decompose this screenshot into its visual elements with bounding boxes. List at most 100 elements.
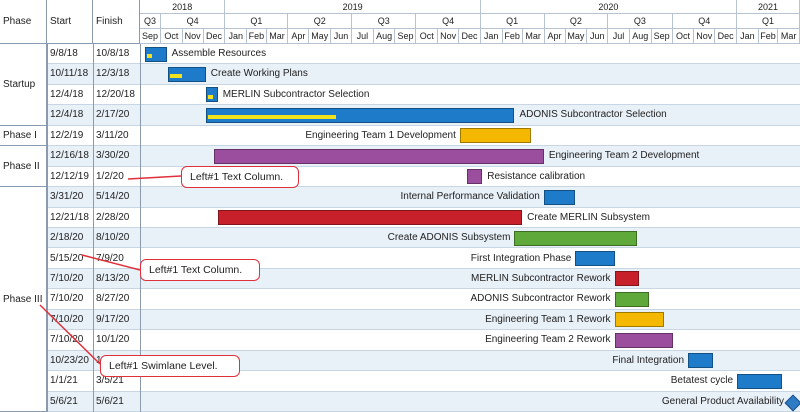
task-row[interactable] [47,208,800,229]
year-header[interactable]: 2020 [480,0,737,14]
swimlane-phase-i[interactable]: Phase I [0,125,47,147]
finish-date-cell[interactable]: 3/30/20 [96,150,130,162]
month-header[interactable]: Feb [758,29,779,44]
month-header[interactable]: Feb [247,29,267,44]
finish-date-cell[interactable]: 3/5/21 [96,375,124,387]
month-header[interactable]: Jan [225,29,248,44]
finish-date-cell[interactable]: 5/6/21 [96,395,124,407]
task-row[interactable] [47,126,800,147]
swimlane-startup[interactable]: Startup [0,44,47,126]
month-header[interactable]: Dec [203,29,226,44]
start-date-cell[interactable]: 12/4/18 [50,88,84,100]
start-date-cell[interactable]: 7/10/20 [50,293,84,305]
start-date-cell[interactable]: 9/8/18 [50,48,78,59]
month-header[interactable]: Mar [778,29,800,44]
finish-date-cell[interactable]: 8/27/20 [96,293,130,305]
year-header[interactable]: 2021 [737,0,800,14]
month-header[interactable]: May [565,29,588,44]
task-label[interactable]: ADONIS Subcontractor Rework [470,293,611,305]
task-bar[interactable] [614,271,639,287]
quarter-header[interactable]: Q1 [225,14,289,29]
swimlane-phase-iii[interactable]: Phase III [0,187,47,412]
task-bar[interactable] [459,128,531,144]
task-label[interactable]: First Integration Phase [470,252,572,264]
month-header[interactable]: Apr [544,29,566,44]
month-header[interactable]: May [309,29,332,44]
start-date-cell[interactable]: 12/12/19 [50,170,89,182]
task-label[interactable]: Final Integration [612,354,685,366]
task-bar[interactable] [466,169,483,185]
task-row[interactable] [47,187,800,208]
month-header[interactable]: Aug [373,29,396,44]
start-date-cell[interactable]: 7/10/20 [50,272,84,284]
task-label[interactable]: Engineering Team 2 Rework [485,334,611,346]
month-header[interactable]: Sep [651,29,673,44]
finish-date-cell[interactable]: 1/2/20 [96,170,124,182]
month-header[interactable]: Mar [522,29,545,44]
task-row[interactable] [47,289,800,310]
task-bar[interactable] [614,312,664,328]
month-header[interactable]: Mar [266,29,289,44]
finish-date-cell[interactable]: 3/11/20 [96,129,129,141]
month-header[interactable]: Jun [331,29,353,44]
finish-date-cell[interactable]: 10/1/20 [96,334,130,346]
finish-date-cell[interactable]: 2/28/20 [96,211,130,223]
start-date-cell[interactable]: 12/21/18 [50,211,89,223]
task-label[interactable]: Resistance calibration [487,170,586,182]
month-header[interactable]: Nov [438,29,460,44]
quarter-header[interactable]: Q4 [416,14,481,29]
task-bar[interactable] [688,353,714,369]
finish-column-header[interactable]: Finish [93,0,140,44]
month-header[interactable]: Jan [480,29,503,44]
task-label[interactable]: Betatest cycle [670,375,734,387]
task-bar[interactable] [575,251,615,266]
start-date-cell[interactable]: 5/15/20 [50,252,84,264]
task-row[interactable] [47,309,800,331]
quarter-header[interactable]: Q3 [352,14,417,29]
month-header[interactable]: Nov [182,29,204,44]
start-date-cell[interactable]: 7/10/20 [50,334,84,346]
month-header[interactable]: Nov [694,29,716,44]
task-label[interactable]: MERLIN Subcontractor Rework [471,272,611,284]
month-header[interactable]: Dec [715,29,737,44]
task-label[interactable]: Engineering Team 1 Development [305,129,456,141]
quarter-header[interactable]: Q1 [480,14,545,29]
start-column-header[interactable]: Start [47,0,93,44]
task-label[interactable]: Engineering Team 2 Development [548,150,700,162]
finish-date-cell[interactable]: 10/8/18 [96,48,130,59]
start-date-cell[interactable]: 5/6/21 [50,395,78,407]
task-bar[interactable] [614,291,649,307]
quarter-header[interactable]: Q4 [672,14,737,29]
month-header[interactable]: Jun [587,29,609,44]
task-label[interactable]: ADONIS Subcontractor Selection [519,109,667,121]
phase-column-header[interactable]: Phase [0,0,47,44]
task-label[interactable]: Internal Performance Validation [400,191,540,203]
task-label[interactable]: MERLIN Subcontractor Selection [222,88,370,100]
finish-date-cell[interactable]: 2/17/20 [96,109,130,121]
task-bar[interactable] [614,332,674,348]
finish-date-cell[interactable]: 7/9/20 [96,252,124,264]
month-header[interactable]: Oct [672,29,695,44]
month-header[interactable]: Jul [352,29,374,44]
task-row[interactable] [47,44,800,65]
year-header[interactable]: 2019 [225,0,481,14]
task-row[interactable] [47,85,800,106]
finish-date-cell[interactable]: 12/20/18 [96,88,135,100]
task-bar[interactable] [217,210,523,226]
month-header[interactable]: Sep [140,29,161,44]
month-header[interactable]: Jan [737,29,759,44]
task-label[interactable]: Engineering Team 1 Rework [485,313,611,325]
task-row[interactable] [47,371,800,392]
finish-date-cell[interactable]: 12/3/18 [96,68,130,80]
month-header[interactable]: Apr [288,29,310,44]
task-bar[interactable] [737,373,782,389]
finish-date-cell[interactable]: 5/14/20 [96,191,130,203]
quarter-header[interactable]: Q2 [544,14,609,29]
task-row[interactable] [47,330,800,351]
start-date-cell[interactable]: 10/23/20 [50,354,89,366]
finish-date-cell[interactable]: 9/17/20 [96,313,130,325]
start-date-cell[interactable]: 12/16/18 [50,150,89,162]
task-row[interactable] [47,64,800,85]
month-header[interactable]: Sep [395,29,417,44]
quarter-header[interactable]: Q2 [288,14,353,29]
